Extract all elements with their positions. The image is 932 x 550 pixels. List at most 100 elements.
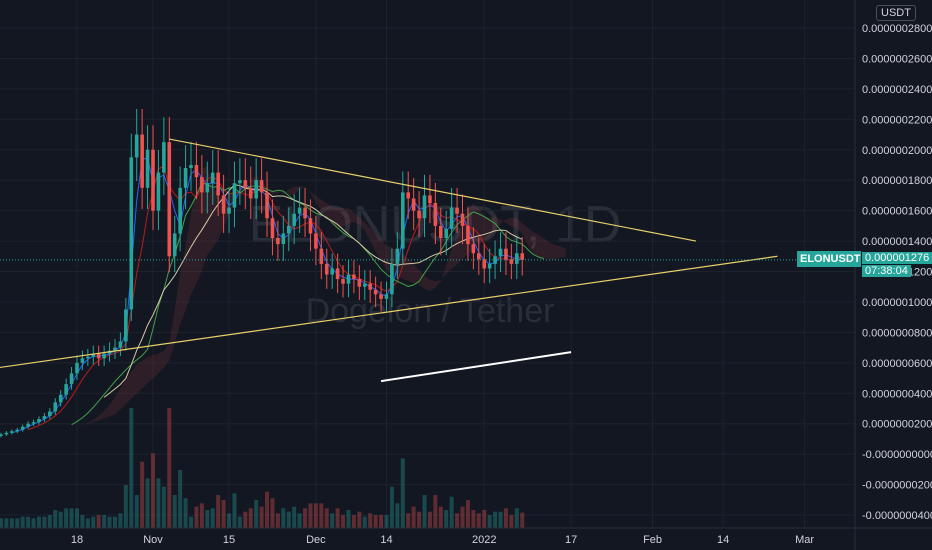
candle-body (515, 253, 519, 264)
candle-body (221, 195, 226, 214)
candle-body (373, 289, 378, 295)
volume-bar (102, 515, 107, 528)
volume-bar (362, 516, 367, 528)
candle-body (314, 233, 318, 249)
volume-bar (221, 500, 226, 528)
volume-bar (389, 486, 394, 528)
volume-bar (324, 508, 329, 528)
candle-body (37, 419, 41, 423)
candle-body (509, 259, 514, 264)
candle-body (189, 164, 193, 169)
volume-bar (9, 518, 14, 528)
candle-body (504, 248, 508, 260)
volume-bar (156, 478, 161, 528)
candle-body (205, 183, 210, 193)
candle-body (167, 142, 172, 257)
candle-body (151, 149, 155, 211)
x-tick-label: 14 (717, 534, 729, 546)
volume-bar (58, 511, 63, 528)
volume-bar (259, 506, 264, 528)
volume-bar (64, 508, 69, 528)
candle-body (411, 198, 416, 211)
volume-bar (134, 495, 139, 528)
candle-body (86, 356, 90, 359)
x-tick-label: Dec (306, 534, 326, 546)
volume-bar (406, 513, 411, 528)
volume-bar (189, 516, 194, 528)
y-tick-label: 0.0000000200 (862, 419, 932, 431)
candle-body (303, 207, 307, 219)
volume-bar (444, 510, 449, 528)
candle-body (449, 207, 454, 229)
volume-bar (167, 408, 172, 528)
volume-bar (292, 506, 297, 528)
volume-bar (118, 513, 123, 528)
volume-bar (341, 515, 346, 528)
volume-bar (199, 503, 204, 528)
candle-body (216, 172, 220, 196)
x-tick-label: 17 (565, 534, 577, 546)
volume-bar (145, 478, 150, 528)
candle-body (129, 157, 134, 310)
x-tick-label: 2022 (472, 534, 496, 546)
volume-bar (96, 515, 101, 528)
y-tick-label: -0.0000000400 (862, 510, 932, 522)
volume-bar (47, 515, 52, 528)
volume-bar (330, 513, 335, 528)
candle-body (477, 253, 481, 260)
volume-bar (275, 513, 280, 528)
volume-bar (286, 511, 291, 528)
candle-body (428, 195, 432, 204)
volume-bar (15, 518, 20, 528)
leading-span (71, 182, 545, 426)
x-tick-label: 14 (380, 534, 392, 546)
volume-bar (26, 516, 31, 528)
candle-body (156, 172, 161, 211)
volume-bar (205, 510, 210, 528)
volume-bar (319, 503, 324, 528)
subtitle-watermark: Dogelon / Tether (306, 292, 555, 330)
price-axis: 0.0000002800 0.0000002600 0.0000002400 0.00… (854, 0, 932, 550)
candle-body (384, 294, 389, 299)
volume-bar (411, 506, 416, 528)
volume-bar (4, 518, 9, 528)
volume-bar (427, 511, 432, 528)
candle-body (520, 253, 525, 260)
currency-unit-badge[interactable]: USDT (876, 5, 916, 21)
volume-bar (498, 511, 503, 528)
y-tick-label: 0.0000002200 (862, 114, 932, 126)
candle-body (48, 411, 52, 417)
volume-bar (281, 508, 286, 528)
x-tick-label: 15 (223, 534, 235, 546)
trendlines (0, 138, 778, 383)
volume-bar (80, 515, 85, 528)
y-tick-label: 0.0000000800 (862, 327, 932, 339)
candle-body (243, 180, 248, 188)
candle-body (227, 207, 231, 214)
candlesticks (0, 108, 525, 438)
volume-bar (503, 508, 508, 528)
candle-body (64, 384, 68, 395)
volume-bar (172, 495, 177, 528)
y-tick-label: 0.0000002400 (862, 84, 932, 96)
candle-body (308, 218, 313, 234)
volume-bar (178, 470, 183, 528)
volume-bar (346, 510, 351, 528)
candle-body (96, 353, 101, 359)
volume-bar (335, 508, 340, 528)
candle-body (183, 168, 188, 188)
candle-body (232, 183, 237, 208)
candle-body (53, 402, 58, 412)
candle-body (42, 416, 47, 420)
volume-bar (151, 453, 155, 528)
candle-body (487, 263, 492, 269)
volume-bar (140, 461, 145, 528)
y-tick-label: 0.0000001000 (862, 297, 932, 309)
candle-body (10, 431, 14, 433)
cloud-fill (71, 166, 566, 430)
candle-body (118, 341, 123, 348)
x-tick-label: 18 (71, 534, 83, 546)
volume-bar (270, 498, 275, 528)
candle-body (31, 422, 36, 424)
